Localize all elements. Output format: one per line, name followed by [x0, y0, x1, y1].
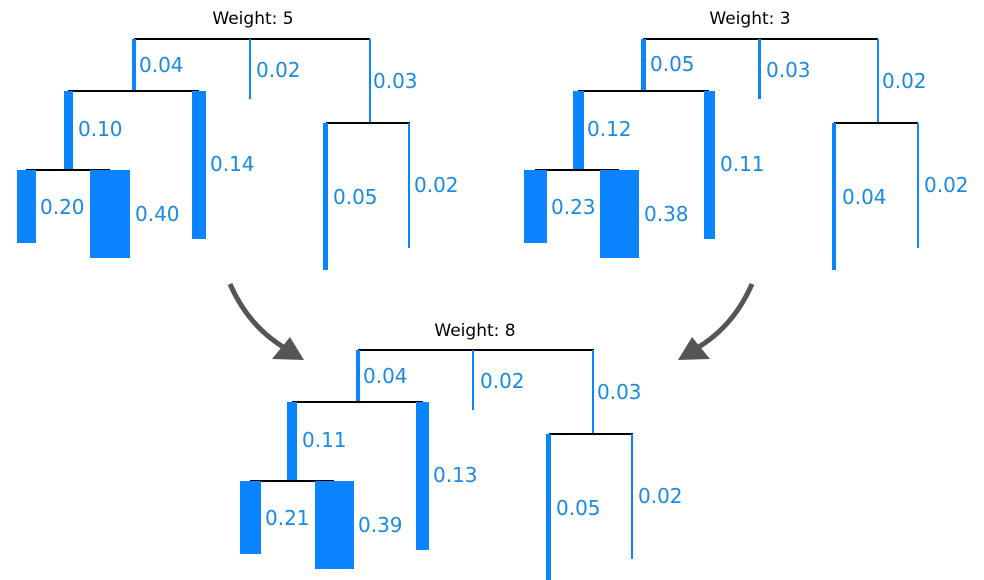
branch-c1 [546, 434, 551, 580]
branch-c2 [631, 434, 633, 559]
label-a: 0.04 [363, 364, 408, 388]
label-c: 0.02 [882, 69, 927, 93]
label-b: 0.02 [480, 369, 525, 393]
branch-a1a [17, 170, 36, 243]
branch-a1a [524, 170, 547, 243]
label-a2: 0.11 [720, 152, 765, 176]
label-a: 0.05 [650, 52, 695, 76]
branch-a [641, 39, 646, 91]
branch-a1b [600, 170, 639, 258]
branch-c2 [408, 123, 410, 248]
branch-a2 [416, 402, 429, 550]
tree-title: Weight: 5 [212, 9, 293, 29]
label-a1a: 0.20 [40, 195, 85, 219]
curved-arrow-icon [678, 283, 755, 360]
branch-a [356, 350, 360, 402]
curved-arrow-icon [227, 283, 304, 360]
label-a2: 0.14 [210, 152, 255, 176]
label-c1: 0.05 [556, 496, 601, 520]
arrow-left-shaft [227, 283, 294, 355]
label-a1b: 0.40 [135, 202, 180, 226]
label-a1a: 0.21 [265, 506, 310, 530]
label-c2: 0.02 [414, 173, 459, 197]
branch-b [758, 39, 761, 99]
branch-b [249, 39, 251, 99]
branch-c1 [323, 123, 328, 270]
branch-c [877, 39, 879, 123]
branch-a1b [90, 170, 130, 258]
branch-a2 [704, 91, 715, 239]
tree-2: Weight: 3 0.05 0.03 0.02 0.12 0.11 0.23 … [524, 9, 969, 270]
branch-a1 [573, 91, 584, 170]
arrow-right-head [678, 337, 710, 360]
branch-a1a [240, 481, 261, 554]
label-a1: 0.11 [302, 428, 347, 452]
branch-c2 [917, 123, 919, 248]
label-a: 0.04 [139, 53, 184, 77]
branch-c1 [832, 123, 836, 270]
tree-3: Weight: 8 0.04 0.02 0.03 0.11 0.13 0.21 … [240, 321, 683, 580]
branch-a1b [315, 481, 354, 569]
tree-title: Weight: 3 [709, 9, 790, 29]
label-c: 0.03 [373, 69, 418, 93]
branch-a1 [287, 402, 297, 481]
label-a1b: 0.39 [358, 513, 403, 537]
label-c2: 0.02 [638, 484, 683, 508]
label-a1a: 0.23 [551, 195, 596, 219]
label-a1: 0.10 [78, 117, 123, 141]
arrow-left-head [272, 337, 304, 360]
label-c1: 0.04 [842, 185, 887, 209]
tree-title: Weight: 8 [434, 321, 515, 341]
branch-c [592, 350, 594, 434]
label-c2: 0.02 [924, 173, 969, 197]
label-a2: 0.13 [433, 463, 478, 487]
label-a1: 0.12 [587, 117, 632, 141]
label-b: 0.02 [256, 58, 301, 82]
label-c: 0.03 [597, 380, 642, 404]
label-b: 0.03 [766, 58, 811, 82]
branch-a1 [64, 91, 73, 170]
tree-1: Weight: 5 0.04 0.02 0.03 0.10 0.14 0.20 … [17, 9, 459, 270]
branch-c [369, 39, 371, 123]
branch-a2 [192, 91, 206, 239]
branch-b [472, 350, 474, 410]
label-c1: 0.05 [333, 185, 378, 209]
branch-a [132, 39, 136, 91]
label-a1b: 0.38 [644, 202, 689, 226]
arrow-right-shaft [688, 283, 755, 355]
